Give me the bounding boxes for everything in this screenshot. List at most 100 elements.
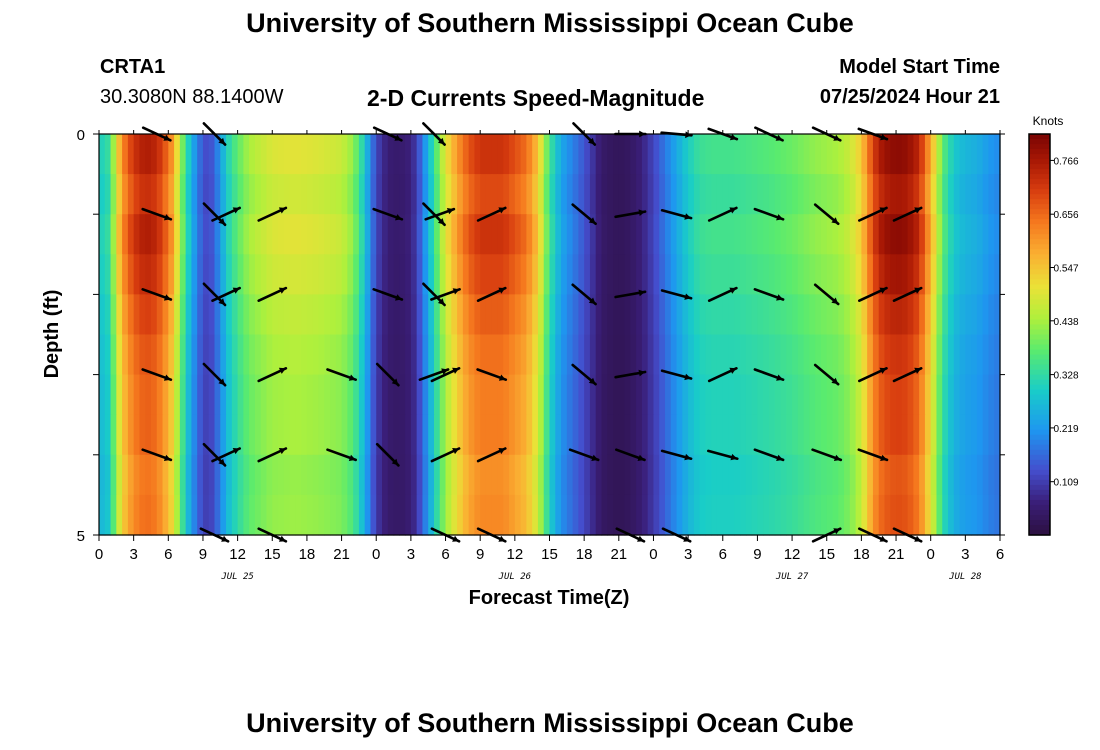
heatmap-cell	[179, 254, 187, 295]
current-vector-arrow	[571, 203, 597, 226]
heatmap-cell	[659, 254, 666, 295]
heatmap-cell	[416, 454, 424, 496]
heatmap-cell	[618, 134, 626, 175]
heatmap-cell	[462, 294, 470, 336]
heatmap-cell	[231, 214, 239, 255]
heatmap-cell	[919, 454, 926, 496]
heatmap-cell	[624, 254, 631, 295]
heatmap-cell	[185, 174, 193, 215]
heatmap-cell	[457, 174, 464, 215]
heatmap-cell	[324, 414, 331, 456]
heatmap-cell	[433, 254, 441, 295]
heatmap-cell	[572, 294, 579, 336]
heatmap-cell	[416, 374, 424, 416]
heatmap-cell	[295, 294, 302, 336]
heatmap-cell	[168, 134, 175, 175]
heatmap-cell	[278, 134, 285, 175]
current-vector-arrow	[476, 447, 507, 463]
heatmap-cell	[295, 334, 302, 376]
heatmap-cell	[636, 294, 643, 336]
heatmap-cell	[555, 494, 562, 536]
x-tick-label: 15	[818, 546, 835, 563]
heatmap-cell	[976, 414, 984, 456]
heatmap-cell	[549, 134, 556, 175]
y-tick-label: 0	[77, 127, 85, 144]
heatmap-cell	[387, 334, 395, 376]
heatmap-cell	[578, 454, 585, 496]
current-vector-arrow	[614, 289, 647, 299]
heatmap-cell	[399, 294, 406, 336]
heatmap-cell	[99, 414, 106, 456]
heatmap-cell	[774, 334, 782, 376]
heatmap-cell	[613, 174, 620, 215]
heatmap-cell	[613, 494, 620, 536]
heatmap-cell	[716, 174, 724, 215]
colorbar-segment	[1029, 254, 1050, 260]
heatmap-cell	[740, 214, 747, 255]
x-tick-label: 12	[507, 546, 524, 563]
heatmap-cell	[376, 454, 383, 496]
heatmap-cell	[116, 494, 123, 536]
heatmap-cell	[693, 414, 701, 456]
heatmap-cell	[751, 414, 759, 456]
heatmap-cell	[948, 294, 955, 336]
colorbar-segment	[1029, 204, 1050, 210]
heatmap-cell	[676, 494, 683, 536]
arrow-head	[221, 535, 229, 542]
heatmap-cell	[728, 254, 735, 295]
heatmap-cell	[468, 134, 476, 175]
heatmap-cell	[168, 374, 175, 416]
heatmap-cell	[422, 214, 429, 255]
heatmap-cell	[849, 414, 857, 456]
heatmap-cell	[745, 294, 753, 336]
heatmap-cell	[272, 254, 279, 295]
heatmap-cell	[110, 414, 117, 456]
heatmap-cell	[202, 334, 210, 376]
heatmap-cell	[150, 374, 158, 416]
heatmap-cell	[578, 334, 585, 376]
heatmap-cell	[988, 414, 995, 456]
heatmap-cell	[971, 174, 978, 215]
heatmap-cell	[220, 414, 227, 456]
heatmap-cell	[382, 134, 389, 175]
heatmap-cell	[226, 134, 233, 175]
heatmap-cell	[613, 214, 620, 255]
heatmap-cell	[185, 494, 193, 536]
heatmap-cell	[670, 494, 678, 536]
colorbar-segment	[1029, 184, 1050, 190]
heatmap-cell	[254, 254, 262, 295]
heatmap-cell	[220, 214, 227, 255]
heatmap-cell	[803, 174, 811, 215]
x-tick-label: 6	[996, 546, 1004, 563]
heatmap-cell	[786, 454, 793, 496]
heatmap-cell	[162, 174, 169, 215]
heatmap-cell	[324, 374, 331, 416]
heatmap-cell	[624, 494, 631, 536]
x-tick-label: 21	[888, 546, 905, 563]
arrow-head	[730, 453, 738, 461]
heatmap-cell	[994, 294, 1001, 336]
heatmap-cell	[370, 414, 377, 456]
heatmap-cell	[526, 134, 533, 175]
heatmap-cell	[341, 454, 348, 496]
heatmap-cell	[924, 254, 932, 295]
current-vector-arrow	[424, 207, 456, 221]
heatmap-cell	[820, 254, 828, 295]
colorbar-segment	[1029, 524, 1050, 531]
heatmap-cell	[815, 214, 822, 255]
heatmap-cell	[792, 254, 799, 295]
heatmap-cell	[555, 214, 562, 255]
heatmap-cell	[716, 494, 724, 536]
heatmap-cell	[624, 374, 631, 416]
heatmap-cell	[145, 494, 152, 536]
current-vector-arrow	[892, 206, 923, 222]
arrow-head	[879, 535, 887, 542]
current-vector-arrow	[660, 209, 693, 220]
model-start-label: Model Start Time	[839, 56, 1000, 78]
arrow-head	[880, 454, 887, 461]
heatmap-cell	[641, 334, 649, 376]
heatmap-cell	[532, 294, 539, 336]
arrow-head	[452, 535, 460, 542]
heatmap-cell	[838, 334, 845, 376]
heatmap-cell	[774, 494, 782, 536]
